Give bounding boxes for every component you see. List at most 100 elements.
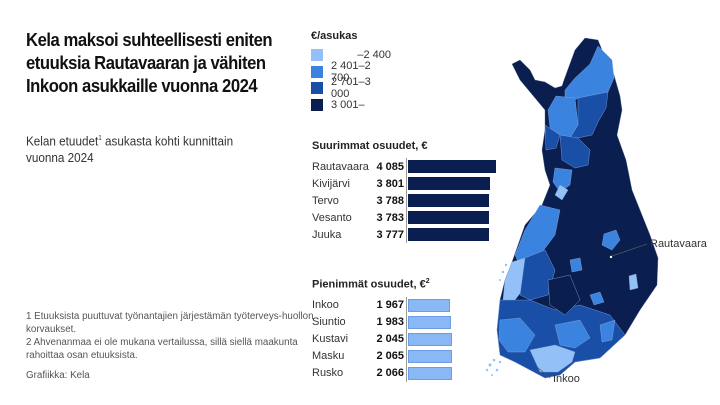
legend-item: 3 001– (311, 97, 391, 114)
bar-label: Rautavaara (312, 160, 369, 173)
bar-row: Rusko 2 066 (312, 364, 453, 382)
chart-title-text: Pienimmät osuudet, € (312, 278, 426, 291)
bar (408, 298, 451, 312)
bar (408, 349, 453, 363)
bar-label: Juuka (312, 228, 342, 241)
subtitle: Kelan etuudet1 asukasta kohti kunnittain… (26, 130, 260, 166)
bar-label: Inkoo (312, 299, 339, 312)
legend-swatch (311, 65, 323, 78)
bar-track (406, 226, 490, 243)
bar-track (406, 158, 496, 175)
bar-label: Vesanto (312, 211, 352, 224)
callout-inkoo: Inkoo (553, 373, 580, 385)
callout-line-rautavaara (611, 243, 648, 257)
bar-row: Inkoo 1 967 (312, 296, 452, 314)
legend-swatch (311, 82, 323, 95)
credit: Grafiikka: Kela (26, 370, 90, 381)
callout-rautavaara: Rautavaara (650, 238, 707, 250)
footnote-1: 1 Etuuksista puuttuvat työnantajien järj… (26, 311, 314, 335)
legend-label: –2 400 (357, 49, 391, 62)
bar-row: Rautavaara 4 085 (312, 158, 496, 175)
bar (408, 315, 451, 329)
footnote-2: 2 Ahvenanmaa ei ole mukana vertailussa, … (26, 337, 298, 361)
bar-row: Juuka 3 777 (312, 226, 496, 243)
chart-title: Suurimmat osuudet, € (312, 140, 428, 152)
finland-choropleth-map (485, 37, 659, 379)
bar-value: 1 983 (376, 316, 404, 329)
footnotes: 1 Etuuksista puuttuvat työnantajien järj… (26, 310, 316, 382)
bar-track (406, 192, 490, 209)
bar (408, 332, 452, 346)
callout-line-inkoo (536, 366, 551, 379)
bar-label: Kustavi (312, 333, 349, 346)
bar-label: Siuntio (312, 316, 346, 329)
bar (408, 177, 490, 190)
map-region-medium (498, 317, 536, 353)
legend-swatch (311, 98, 323, 111)
bar (408, 211, 490, 224)
rautavaara-marker (609, 255, 613, 259)
bar-value: 3 783 (376, 211, 404, 224)
legend-item: 2 401–2 700 (311, 60, 391, 84)
map-legend: €/asukas –2 400 2 401–2 700 2 701–3 000 … (311, 30, 391, 113)
bar-value: 3 788 (376, 194, 404, 207)
bar (408, 194, 490, 207)
map-region-light (628, 273, 639, 291)
smallest-shares-chart: Pienimmät osuudet, €2 Inkoo 1 967 Siuntio 1… (312, 278, 453, 382)
bar-value: 3 801 (376, 177, 404, 190)
chart-title: Pienimmät osuudet, €2 (312, 278, 452, 291)
map-region-medium (589, 291, 605, 306)
bar-value: 2 065 (376, 350, 404, 363)
legend-label: 3 001– (331, 98, 365, 111)
bar-track (406, 296, 451, 314)
page-title: Kela maksoi suhteellisesti eniten etuuks… (26, 29, 273, 96)
bar-label: Rusko (312, 367, 344, 380)
bar (408, 160, 496, 173)
subtitle-text: Kelan etuudet (26, 133, 99, 149)
footnote-marker: 1 (98, 135, 102, 142)
subtitle-text-suffix: asukasta kohti kunnittain vuonna 2024 (26, 133, 234, 166)
map-region-medium (569, 257, 583, 273)
legend-item: 2 701–3 000 (311, 76, 391, 100)
bar-row: Masku 2 065 (312, 347, 453, 365)
map-region-dark (547, 274, 581, 316)
bar-label: Kivijärvi (312, 177, 350, 190)
map-region-medium (601, 229, 621, 251)
bar-label: Masku (312, 350, 345, 363)
bar (408, 366, 453, 380)
bar-label: Tervo (312, 194, 339, 207)
legend-item: –2 400 (311, 47, 391, 64)
bar-row: Kivijärvi 3 801 (312, 175, 496, 192)
map-region-dark-blue (569, 91, 609, 139)
bar-row: Kustavi 2 045 (312, 330, 452, 348)
bar-track (406, 330, 452, 348)
bar-row: Vesanto 3 783 (312, 209, 496, 226)
bar-track (406, 364, 453, 382)
bar-value: 1 967 (376, 299, 404, 312)
bar-track (406, 313, 451, 331)
bar-value: 3 777 (376, 228, 404, 241)
legend-title: €/asukas (311, 30, 358, 42)
map-region-dark-blue (519, 249, 556, 301)
map-region-medium (599, 319, 616, 343)
legend-label: 2 701–3 000 (331, 76, 371, 101)
bar-value: 2 066 (376, 367, 404, 380)
archipelago-islands (485, 263, 508, 376)
legend-label: 2 401–2 700 (331, 59, 371, 84)
map-region-light (554, 184, 569, 201)
bar-value: 4 085 (376, 160, 404, 173)
bar (408, 228, 490, 241)
map-region-dark-blue (544, 124, 561, 151)
map-region-light (529, 344, 576, 373)
largest-shares-chart: Suurimmat osuudet, € Rautavaara 4 085 Kivi… (312, 140, 496, 243)
legend-swatch (311, 49, 323, 62)
bar-track (406, 175, 490, 192)
footnote-marker: 2 (425, 278, 430, 285)
map-region-dark-blue (559, 134, 591, 169)
bar-row: Siuntio 1 983 (312, 313, 452, 331)
bar-value: 2 045 (376, 333, 404, 346)
map-region-medium (554, 319, 591, 349)
bar-row: Tervo 3 788 (312, 192, 496, 209)
bar-track (406, 209, 490, 226)
bar-track (406, 347, 453, 365)
